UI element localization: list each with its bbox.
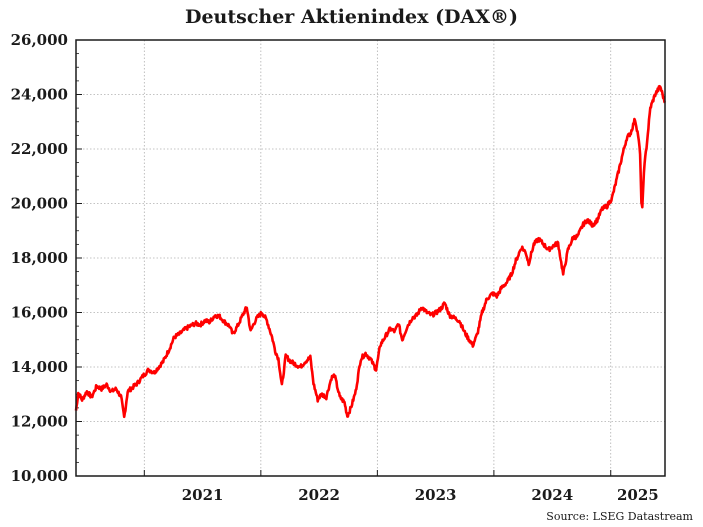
x-tick-label: 2022 <box>298 486 340 504</box>
y-tick-label: 12,000 <box>11 413 68 431</box>
y-axis-ticks: 10,000 12,000 14,000 16,000 18,000 20,000 22,0… <box>11 31 82 485</box>
y-tick-label: 16,000 <box>11 304 68 322</box>
y-tick-label: 22,000 <box>11 140 68 158</box>
x-tick-label: 2025 <box>617 486 659 504</box>
y-tick-label: 26,000 <box>11 31 68 49</box>
y-tick-label: 10,000 <box>11 467 68 485</box>
x-tick-label: 2024 <box>531 486 573 504</box>
series-line-dax <box>74 84 667 419</box>
source-note: Source: LSEG Datastream <box>546 510 693 523</box>
x-tick-label: 2023 <box>415 486 457 504</box>
y-tick-label: 18,000 <box>11 249 68 267</box>
y-tick-label: 20,000 <box>11 195 68 213</box>
x-tick-label: 2021 <box>182 486 224 504</box>
chart-title: Deutscher Aktienindex (DAX®) <box>184 6 519 28</box>
grid-lines <box>76 40 665 476</box>
x-axis-ticks: 2021 2022 2023 2024 2025 <box>143 470 659 504</box>
plot-frame <box>75 39 666 477</box>
y-tick-label: 24,000 <box>11 86 68 104</box>
series-group <box>74 84 667 419</box>
y-tick-label: 14,000 <box>11 358 68 376</box>
